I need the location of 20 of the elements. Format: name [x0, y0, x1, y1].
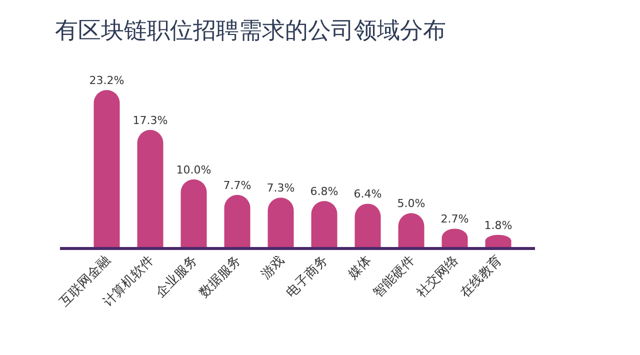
data-label: 6.4%	[354, 188, 382, 201]
x-tick-label: 媒体	[346, 253, 375, 282]
bar	[268, 198, 294, 247]
bar	[94, 90, 120, 247]
data-label: 23.2%	[89, 74, 124, 87]
chart-title: 有区块链职位招聘需求的公司领域分布	[55, 18, 446, 44]
data-label: 2.7%	[440, 212, 469, 226]
data-label: 6.8%	[310, 184, 338, 198]
data-label: 7.7%	[223, 178, 252, 192]
bar	[354, 204, 381, 247]
data-label: 5.0%	[397, 197, 426, 210]
bar	[311, 201, 338, 247]
bar	[180, 179, 207, 247]
bar	[137, 130, 164, 247]
data-label: 17.3%	[132, 114, 168, 127]
data-label: 1.8%	[484, 218, 512, 232]
data-label: 10.0%	[176, 163, 212, 176]
x-tick-label: 数据服务	[196, 253, 244, 301]
bar	[224, 194, 250, 247]
data-label: 7.3%	[266, 182, 295, 195]
